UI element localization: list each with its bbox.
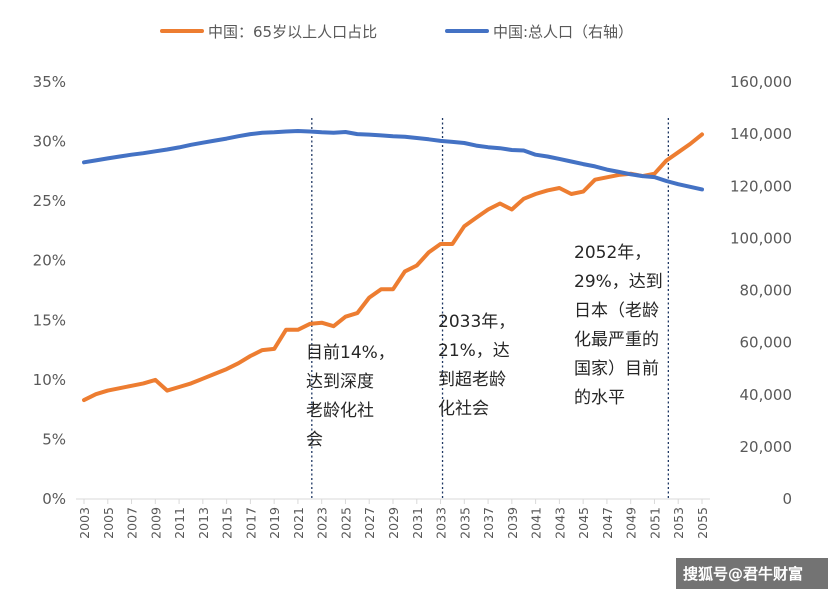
x-tick-label: 2041: [529, 507, 544, 539]
x-tick-label: 2035: [457, 507, 472, 539]
y-left-tick-label: 20%: [33, 252, 66, 270]
annotation-text: 国家）目前: [574, 359, 659, 379]
x-tick-label: 2011: [172, 507, 187, 539]
x-tick-label: 2025: [338, 507, 353, 539]
y-left-tick-label: 0%: [42, 490, 66, 508]
annotation-text: 会: [306, 430, 323, 450]
x-tick-label: 2045: [576, 507, 591, 539]
watermark-box: 搜狐号@君牛财富: [676, 558, 828, 589]
x-tick-label: 2017: [243, 507, 258, 539]
annotation-text: 化社会: [438, 399, 489, 419]
x-tick-label: 2005: [101, 507, 116, 539]
x-tick-label: 2053: [671, 507, 686, 539]
annotation-text: 29%，达到: [574, 272, 663, 292]
x-tick-label: 2003: [77, 507, 92, 539]
total-population-line: [82, 129, 704, 192]
y-left-tick-label: 30%: [33, 133, 66, 151]
x-tick-label: 2023: [315, 507, 330, 539]
x-tick-label: 2009: [148, 507, 163, 539]
series-lines: [82, 129, 704, 403]
annotation-text: 的水平: [574, 388, 625, 408]
y-left-tick-label: 10%: [33, 371, 66, 389]
annotation-text: 老龄化社: [306, 401, 374, 421]
axes: 0% 5% 10% 15% 20% 25% 30% 35% 0 20,000 40,000 60,00…: [33, 73, 792, 539]
x-tick-label: 2027: [362, 507, 377, 539]
y-right-tick-label: 120,000: [730, 177, 792, 195]
y-left-tick-label: 35%: [33, 73, 66, 91]
x-tick-label: 2021: [291, 507, 306, 539]
x-tick-label: 2055: [695, 507, 710, 539]
annotation-text: 达到深度: [306, 372, 374, 392]
y-left-tick-label: 15%: [33, 311, 66, 329]
y-right-tick-label: 80,000: [740, 282, 793, 300]
x-tick-label: 2039: [505, 507, 520, 539]
annotation-text: 化最严重的: [574, 330, 659, 350]
x-tick-label: 2037: [481, 507, 496, 539]
x-tick-label: 2013: [196, 507, 211, 539]
annotation-text: 日本（老龄: [574, 301, 659, 321]
legend-label: 中国:总人口（右轴）: [493, 23, 633, 41]
annotation-text: 21%，达: [438, 341, 510, 361]
legend: 中国：65岁以上人口占比 中国:总人口（右轴）: [160, 23, 633, 41]
y-left-tick-label: 25%: [33, 192, 66, 210]
x-tick-label: 2049: [624, 507, 639, 539]
annotation-text: 目前14%，: [306, 343, 395, 363]
x-tick-label: 2051: [647, 507, 662, 539]
x-tick-label: 2015: [220, 507, 235, 539]
x-tick-label: 2029: [386, 507, 401, 539]
aged-65-share-line: [82, 132, 704, 403]
y-right-tick-label: 40,000: [740, 386, 793, 404]
annotation-text: 2033年，: [438, 312, 515, 332]
x-tick-label: 2031: [410, 507, 425, 539]
x-tick-label: 2043: [552, 507, 567, 539]
y-right-tick-label: 160,000: [730, 73, 792, 91]
annotation-text: 2052年，: [574, 243, 651, 263]
y-right-tick-label: 140,000: [730, 125, 792, 143]
y-right-tick-label: 100,000: [730, 229, 792, 247]
x-tick-label: 2007: [125, 507, 140, 539]
annotation-text: 到超老龄: [438, 370, 506, 390]
watermark: 搜狐号@君牛财富: [683, 565, 803, 583]
y-right-tick-label: 0: [782, 490, 792, 508]
x-tick-label: 2033: [434, 507, 449, 539]
y-right-tick-label: 20,000: [740, 438, 793, 456]
x-tick-label: 2047: [600, 507, 615, 539]
y-right-tick-label: 60,000: [740, 334, 793, 352]
x-tick-label: 2019: [267, 507, 282, 539]
legend-label: 中国：65岁以上人口占比: [208, 23, 377, 41]
y-left-tick-label: 5%: [42, 430, 66, 448]
